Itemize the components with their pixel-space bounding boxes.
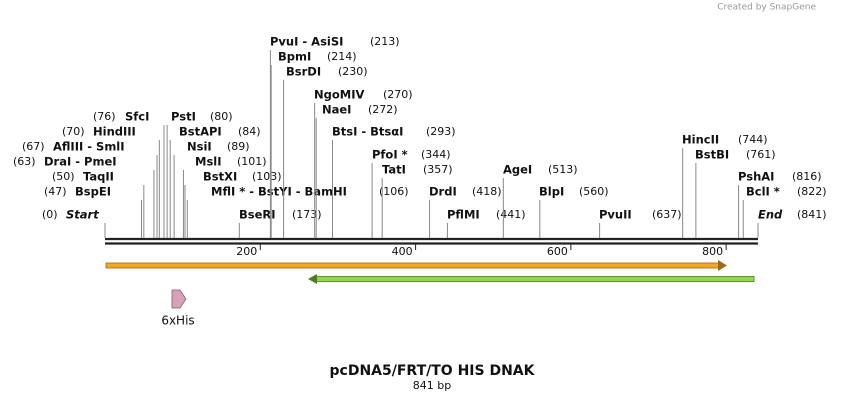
site-position: (103) xyxy=(252,170,282,183)
feature-6xhis xyxy=(171,289,187,309)
feature-arrowhead xyxy=(718,260,727,271)
site-name: PvuI - AsiSI xyxy=(270,35,343,49)
site-name: Start xyxy=(66,208,99,222)
site-name: PshAI xyxy=(738,170,774,184)
site-name: NsiI xyxy=(187,140,212,154)
site-name: BtsI - BtsαI xyxy=(332,125,403,139)
feature-arrow xyxy=(315,276,755,282)
site-name: BseRI xyxy=(239,208,276,222)
site-position: (230) xyxy=(338,65,368,78)
site-position: (293) xyxy=(426,125,456,138)
ruler-label: 400 xyxy=(392,245,413,258)
site-position: (0) xyxy=(42,208,58,221)
feature-label: 6xHis xyxy=(161,314,194,328)
site-name: PstI xyxy=(171,110,196,124)
site-name: DrdI xyxy=(429,185,457,199)
site-position: (89) xyxy=(227,140,250,153)
site-position: (744) xyxy=(738,133,768,146)
site-position: (214) xyxy=(327,50,357,63)
site-position: (47) xyxy=(44,185,67,198)
site-name: BlpI xyxy=(539,185,564,199)
site-name: BstXI xyxy=(203,170,237,184)
site-position: (67) xyxy=(22,140,45,153)
ruler-label: 600 xyxy=(547,245,568,258)
site-name: MflI * - BstYI - BamHI xyxy=(211,185,347,199)
site-name: SfcI xyxy=(125,110,149,124)
site-name: End xyxy=(758,208,783,222)
site-name: HindIII xyxy=(93,125,136,139)
site-name: AgeI xyxy=(503,163,532,177)
site-position: (80) xyxy=(210,110,233,123)
site-position: (272) xyxy=(368,103,398,116)
site-name: BstBI xyxy=(695,148,729,162)
site-name: BsrDI xyxy=(286,65,321,79)
site-position: (270) xyxy=(383,88,413,101)
site-position: (50) xyxy=(52,170,75,183)
site-position: (441) xyxy=(496,208,526,221)
site-position: (816) xyxy=(792,170,822,183)
credit: Created by SnapGene xyxy=(717,3,816,13)
site-name: NgoMIV xyxy=(314,88,364,102)
site-position: (344) xyxy=(421,148,451,161)
site-position: (513) xyxy=(548,163,578,176)
site-position: (106) xyxy=(379,185,409,198)
map-size: 841 bp xyxy=(413,379,451,392)
site-name: PvuII xyxy=(599,208,632,222)
site-name: AflIII - SmlI xyxy=(53,140,125,154)
site-name: BclI * xyxy=(746,185,780,199)
site-name: BpmI xyxy=(278,50,311,64)
site-name: NaeI xyxy=(322,103,351,117)
site-position: (418) xyxy=(472,185,502,198)
ruler-label: 200 xyxy=(236,245,257,258)
feature-arrow xyxy=(105,262,721,269)
ruler-label: 800 xyxy=(702,245,723,258)
site-name: PfoI * xyxy=(372,148,408,162)
site-position: (357) xyxy=(423,163,453,176)
site-name: BstAPI xyxy=(179,125,222,139)
site-position: (70) xyxy=(62,125,85,138)
site-position: (84) xyxy=(238,125,261,138)
feature-arrowhead xyxy=(308,274,317,284)
site-position: (822) xyxy=(797,185,827,198)
site-name: TaqII xyxy=(83,170,114,184)
site-name: PflMI xyxy=(447,208,480,222)
site-name: MslI xyxy=(195,155,222,169)
site-position: (213) xyxy=(370,35,400,48)
site-position: (637) xyxy=(652,208,682,221)
site-name: TatI xyxy=(382,163,406,177)
site-position: (63) xyxy=(13,155,36,168)
site-position: (76) xyxy=(93,110,116,123)
map-title: pcDNA5/FRT/TO HIS DNAK xyxy=(330,363,536,379)
site-position: (101) xyxy=(237,155,267,168)
site-name: HincII xyxy=(682,133,719,147)
site-position: (560) xyxy=(579,185,609,198)
site-name: DraI - PmeI xyxy=(44,155,117,169)
site-position: (841) xyxy=(797,208,827,221)
site-position: (761) xyxy=(746,148,776,161)
site-name: BspEI xyxy=(75,185,111,199)
site-position: (173) xyxy=(292,208,322,221)
